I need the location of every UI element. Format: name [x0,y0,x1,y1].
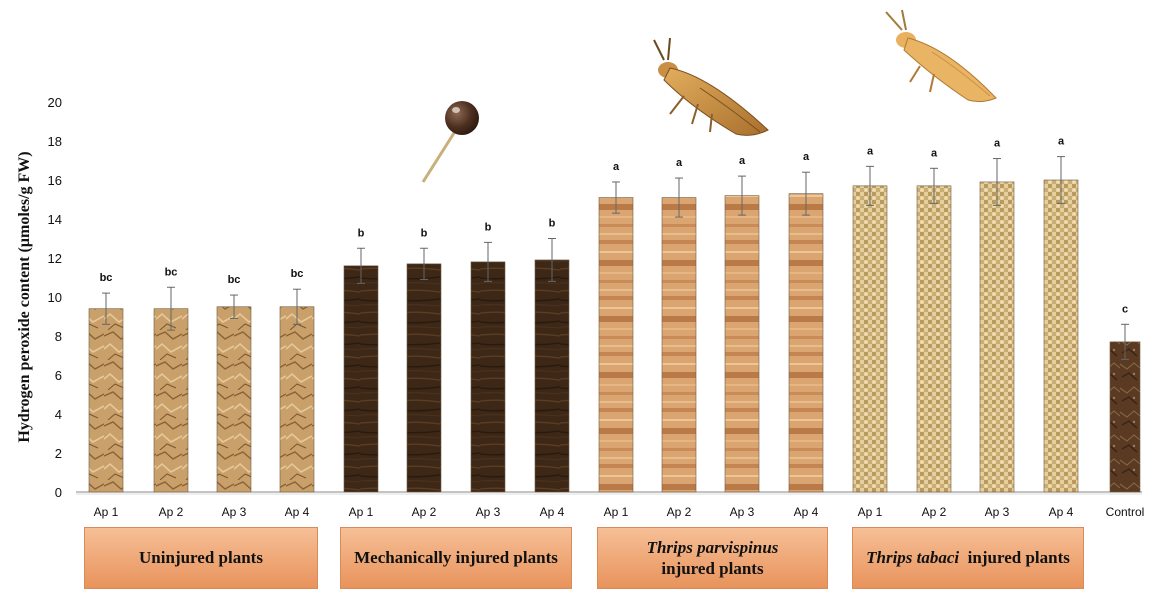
thrips-insect-icon [885,9,997,103]
bar [88,308,124,493]
x-tick-label: Ap 3 [476,505,501,519]
bar [153,308,189,493]
significance-label: a [867,145,874,157]
bar [788,193,824,493]
error-bar [293,288,301,325]
x-tick-label: Ap 2 [922,505,947,519]
y-axis-label: Hydrogen peroxide content (µmoles/g FW) [16,151,33,442]
y-tick-label: 0 [55,485,62,500]
bar [598,197,634,493]
group-label-species: Thrips parvispinus [646,537,779,557]
error-bar [357,247,365,284]
x-tick-label: Ap 1 [349,505,374,519]
group-label-thrips-parvispinus: Thrips parvispinus injured plants [597,527,828,589]
x-tick-label: Ap 2 [412,505,437,519]
error-bar [484,241,492,282]
significance-label: a [931,147,938,159]
error-bar [1121,323,1129,360]
group-label-mechanically-injured: Mechanically injured plants [340,527,572,589]
group-label-text: injured plants [661,559,764,578]
y-tick-label: 20 [48,95,62,110]
x-tick-label: Ap 1 [858,505,883,519]
x-tick-label: Ap 3 [222,505,247,519]
bar [406,263,442,493]
x-tick-label: Ap 1 [94,505,119,519]
x-tick-label: Control [1106,505,1145,519]
x-tick-label: Ap 4 [1049,505,1074,519]
significance-label: b [549,218,556,230]
error-bar [993,158,1001,206]
error-bar [230,294,238,319]
error-bar [1057,156,1065,204]
x-tick-label: Ap 1 [604,505,629,519]
y-tick-label: 12 [48,251,62,266]
bar [343,265,379,493]
x-tick-label: Ap 4 [540,505,565,519]
x-tick-label: Ap 3 [985,505,1010,519]
significance-label: a [1058,136,1065,148]
error-bars [102,156,1129,360]
x-tick-label: Ap 2 [159,505,184,519]
bar [216,306,252,493]
bar [1109,341,1141,493]
bar [470,261,506,493]
error-bar [167,286,175,331]
x-tick-label: Ap 2 [667,505,692,519]
significance-label: a [739,155,746,167]
error-bar [738,175,746,216]
significance-label: a [994,138,1001,150]
significance-label: c [1122,303,1128,315]
error-bar [930,167,938,204]
bar [279,306,315,493]
significance-label: b [421,227,428,239]
group-label-text: Uninjured plants [139,548,263,568]
y-tick-label: 10 [48,290,62,305]
bar [916,185,952,493]
error-bar [548,238,556,282]
bar [852,185,888,493]
error-bar [420,247,428,280]
significance-label: bc [291,268,304,280]
bar [534,259,570,493]
y-tick-label: 6 [55,368,62,383]
group-label-text: injured plants [967,548,1070,568]
y-tick-label: 2 [55,446,62,461]
pin-icon [421,101,479,183]
category-labels: Ap 1 Ap 2 Ap 3 Ap 4 Ap 1 Ap 2 Ap 3 Ap 4 Ap 1 Ap 2… [94,505,1145,519]
significance-label: b [358,227,365,239]
error-bar [802,171,810,216]
y-tick-label: 14 [48,212,62,227]
error-bar [866,165,874,206]
group-label-text: Mechanically injured plants [354,548,558,568]
significance-label: a [803,151,810,163]
significance-label: bc [100,272,113,284]
y-tick-label: 4 [55,407,62,422]
group-label-thrips-tabaci: Thrips tabaci injured plants [852,527,1084,589]
significance-label: bc [228,274,241,286]
bars [88,179,1141,493]
error-bar [612,181,620,214]
y-ticks: 0 2 4 6 8 10 12 14 16 18 20 [48,95,62,500]
bar [979,181,1015,493]
error-bar [675,177,683,218]
significance-label: a [613,161,620,173]
x-tick-label: Ap 3 [730,505,755,519]
x-tick-label: Ap 4 [794,505,819,519]
group-label-uninjured: Uninjured plants [84,527,318,589]
bar [1043,179,1079,493]
error-bar [102,292,110,325]
significance-label: bc [165,266,178,278]
thrips-insect-icon [653,37,769,136]
bar [724,195,760,493]
y-tick-label: 8 [55,329,62,344]
y-tick-label: 18 [48,134,62,149]
group-label-species: Thrips tabaci [866,548,960,568]
significance-labels: bc bc bc bc b b b b a a a a a a a a c [100,136,1128,316]
y-tick-label: 16 [48,173,62,188]
x-tick-label: Ap 4 [285,505,310,519]
significance-label: b [485,221,492,233]
bar [661,197,697,493]
significance-label: a [676,157,683,169]
